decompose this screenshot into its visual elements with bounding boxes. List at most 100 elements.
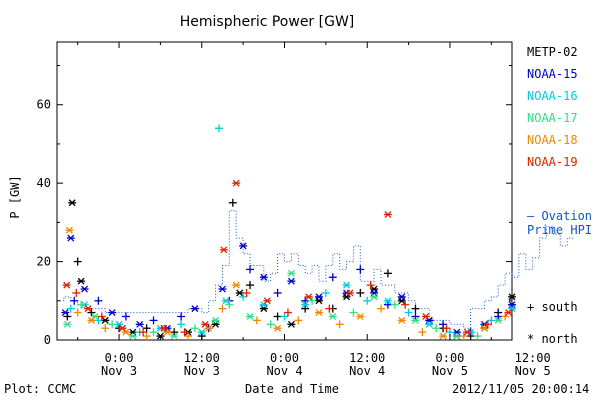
noaa-15-south-point [273,288,282,297]
marker-stroke [370,293,378,301]
noaa-19-north-point [345,289,354,297]
marker-stroke [129,332,137,340]
x-tick-label-time: 12:00 [515,351,551,365]
x-tick-label-date: Nov 3 [184,364,220,378]
y-tick-label: 60 [37,98,51,112]
noaa-15-north-point [314,293,323,301]
marker-stroke [422,313,430,320]
noaa-17-north-point [287,269,296,277]
x-tick-label-date: Nov 5 [515,364,551,378]
metp-02-north-point [156,332,165,340]
noaa-17-north-point [170,332,179,340]
noaa-16-south-point [404,308,413,317]
metp-02-north-point [77,277,86,285]
noaa-19-south-point [139,328,148,337]
ovation-legend-line1: – Ovation [527,209,592,223]
marker-stroke [287,269,295,277]
legend-item-noaa-18: NOAA-18 [527,133,578,147]
ovation-legend-line2: Prime HPI [527,223,592,237]
noaa-19-north-point [159,324,168,332]
noaa-15-north-point [190,305,199,313]
marker-stroke [63,281,71,289]
marker-stroke [119,324,126,332]
noaa-19-north-point [62,281,71,289]
ovation-prime-hpi-line [57,210,574,329]
noaa-18-north-point [273,324,282,332]
metp-02-north-point [128,328,137,336]
noaa-19-north-point [504,309,513,317]
noaa-15-south-point [70,296,79,305]
noaa-17-north-point [328,313,337,320]
plot-timestamp: 2012/11/05 20:00:14 [452,382,589,396]
y-tick-label: 0 [44,333,51,347]
metp-02-north-point [287,320,296,328]
marker-stroke [505,309,513,317]
noaa-18-north-point [65,226,74,234]
marker-stroke [212,316,220,324]
noaa-18-north-point [314,309,323,317]
x-tick-label-date: Nov 3 [101,364,137,378]
noaa-16-south-point [280,312,289,321]
x-tick-label-date: Nov 4 [349,364,385,378]
marker-stroke [463,328,471,336]
noaa-17-north-point [494,316,503,324]
x-tick-label-date: Nov 4 [266,364,302,378]
marker-stroke [222,297,230,305]
marker-stroke [205,324,213,332]
marker-stroke [61,309,69,317]
metp-02-south-point [383,269,392,278]
noaa-18-south-point [252,316,261,325]
plot-frame [56,41,513,341]
noaa-15-south-point [149,316,158,325]
marker-stroke [156,332,164,340]
noaa-17-south-point [390,300,399,309]
noaa-16-south-point [239,292,248,301]
noaa-17-north-point [63,320,72,328]
axes [56,41,513,341]
noaa-16-north-point [197,328,206,336]
marker-stroke [108,309,116,317]
noaa-19-north-point [219,246,228,254]
metp-02-north-point [314,297,323,305]
noaa-19-south-point [283,308,292,317]
noaa-15-north-point [108,309,117,317]
noaa-19-north-point [118,324,127,332]
noaa-16-south-point [94,316,103,325]
noaa-17-north-point [452,332,461,340]
x-tick-label-time: 0:00 [270,351,299,365]
noaa-16-south-point [487,316,496,325]
metp-02-north-point [508,293,516,301]
noaa-16-north-point [259,301,268,309]
noaa-17-north-point [128,332,137,340]
marker-stroke [88,316,95,324]
marker-stroke [260,273,268,281]
x-axis-label: Date and Time [245,382,339,396]
noaa-19-south-point [401,300,410,309]
noaa-18-south-point [501,312,510,321]
noaa-15-south-point [94,296,103,305]
marker-stroke [287,320,295,328]
ovation-layer [57,210,574,329]
marker-stroke [480,324,488,332]
noaa-18-south-point [73,308,82,317]
marker-stroke [398,293,406,301]
noaa-16-north-point [425,320,434,328]
noaa-18-north-point [163,328,172,336]
noaa-16-south-point [363,296,372,305]
noaa-15-north-point [259,273,268,281]
y-tick-label: 20 [37,255,51,269]
marker-stroke [287,277,295,285]
noaa-19-south-point [325,304,334,313]
metp-02-south-point [170,328,179,337]
marker-stroke [329,313,337,320]
marker-stroke [412,316,419,324]
x-tick-label-time: 12:00 [184,351,220,365]
metp-02-north-point [342,293,351,301]
noaa-17-north-point [90,313,99,320]
marker-stroke [315,293,323,301]
x-tick-label-time: 12:00 [349,351,385,365]
noaa-19-south-point [72,288,81,297]
metp-02-south-point [301,304,310,313]
x-tick-label-time: 0:00 [105,351,134,365]
